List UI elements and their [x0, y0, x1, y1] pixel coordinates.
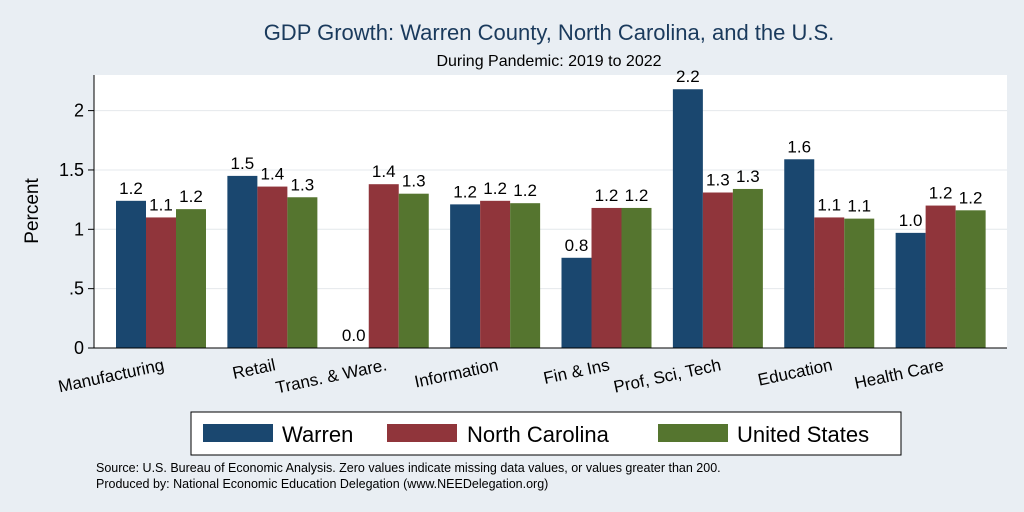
value-labels: 1.2 1.1 1.2 1.5 1.4 1.3 0.0 1.4 1.3 1.2 1.2 1.2 0.8 1…: [119, 67, 982, 345]
data-label: 1.3: [402, 172, 426, 191]
data-label: 1.1: [817, 195, 841, 214]
data-label: 1.2: [513, 181, 537, 200]
bar-united-states: [398, 193, 429, 348]
source-note: Source: U.S. Bureau of Economic Analysis…: [96, 461, 721, 475]
bar-warren: [895, 232, 926, 348]
bar-north-carolina: [480, 200, 511, 348]
x-tick-label: Education: [756, 355, 834, 389]
chart-subtitle: During Pandemic: 2019 to 2022: [436, 53, 661, 70]
bar-united-states: [621, 207, 652, 348]
data-label: 1.2: [453, 182, 477, 201]
data-label: 1.2: [119, 179, 143, 198]
legend-label-north-carolina: North Carolina: [467, 422, 610, 447]
data-label: 1.6: [787, 137, 811, 156]
data-label: 1.2: [595, 186, 619, 205]
data-label: 0.8: [565, 236, 589, 255]
bar-united-states: [176, 209, 206, 348]
bar-north-carolina: [591, 207, 622, 348]
data-label: 1.2: [483, 179, 507, 198]
x-tick-label: Manufacturing: [57, 355, 166, 396]
bar-united-states: [510, 203, 541, 348]
bars: [116, 89, 986, 349]
bar-united-states: [287, 197, 318, 348]
legend-swatch-north-carolina: [387, 424, 457, 442]
data-label: 2.2: [676, 67, 700, 86]
data-label: 1.2: [625, 186, 649, 205]
data-label: 1.2: [179, 187, 203, 206]
bar-warren: [672, 89, 703, 349]
bar-north-carolina: [702, 192, 733, 348]
legend-swatch-united-states: [658, 424, 728, 442]
y-axis-label: Percent: [22, 178, 43, 244]
legend-label-warren: Warren: [282, 422, 353, 447]
data-label: 1.3: [736, 167, 760, 186]
legend: Warren North Carolina United States: [190, 411, 902, 456]
y-tick-label: .5: [69, 279, 84, 299]
chart-title: GDP Growth: Warren County, North Carolin…: [264, 20, 835, 45]
y-tick-label: 2: [74, 101, 84, 121]
y-tick-label: 1.5: [59, 160, 84, 180]
x-tick-label: Trans. & Ware.: [274, 355, 389, 397]
x-tick-label: Fin & Ins: [542, 355, 612, 388]
data-label: 1.1: [847, 197, 871, 216]
bar-united-states: [844, 218, 875, 348]
data-label: 1.1: [149, 195, 173, 214]
x-tick-label: Health Care: [853, 355, 946, 392]
data-label: 1.0: [899, 211, 923, 230]
legend-label-united-states: United States: [737, 422, 869, 447]
legend-box: [190, 411, 902, 456]
legend-swatch-warren: [203, 424, 273, 442]
bar-warren: [227, 175, 258, 348]
y-tick-label: 0: [74, 338, 84, 358]
data-label: 1.4: [261, 165, 285, 184]
data-label: 1.2: [929, 184, 953, 203]
data-label: 1.3: [291, 175, 315, 194]
bar-united-states: [955, 210, 986, 348]
y-ticks: 0 .5 1 1.5 2: [59, 101, 94, 358]
bar-north-carolina: [146, 217, 176, 348]
data-label: 1.2: [959, 188, 983, 207]
produced-by-note: Produced by: National Economic Education…: [96, 477, 548, 491]
bar-warren: [784, 159, 815, 348]
data-label: 1.4: [372, 162, 396, 181]
bar-warren: [450, 204, 481, 348]
bar-north-carolina: [814, 217, 845, 348]
x-tick-label: Information: [413, 355, 500, 391]
data-label: 1.3: [706, 171, 730, 190]
bar-warren: [116, 200, 146, 348]
data-label: 0.0: [342, 326, 366, 345]
x-tick-label: Retail: [231, 355, 277, 383]
bar-united-states: [732, 188, 763, 348]
bar-north-carolina: [368, 184, 399, 348]
x-tick-label: Prof, Sci, Tech: [612, 355, 723, 396]
bar-north-carolina: [257, 186, 288, 348]
bar-north-carolina: [925, 205, 956, 348]
data-label: 1.5: [231, 154, 255, 173]
bar-warren: [561, 257, 592, 348]
y-tick-label: 1: [74, 219, 84, 239]
